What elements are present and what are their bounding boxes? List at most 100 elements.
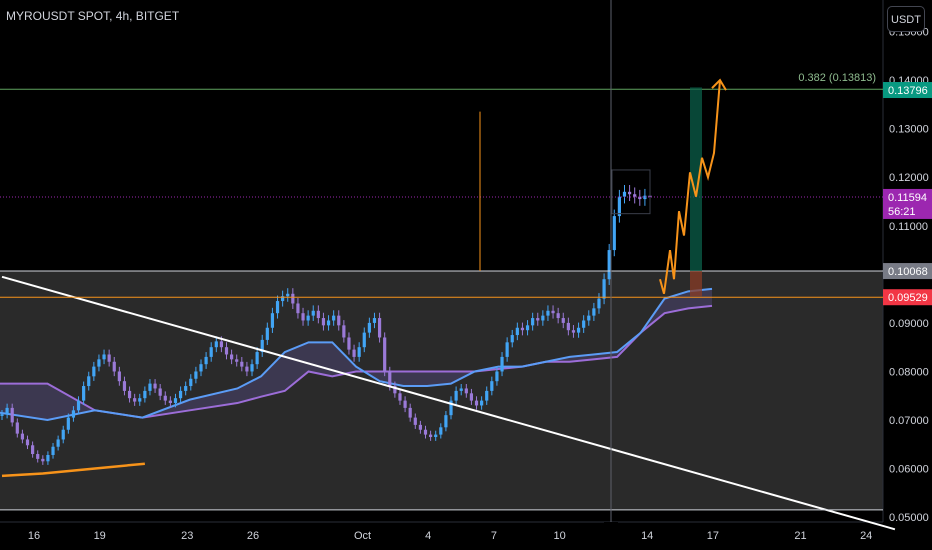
candle-body <box>612 216 616 251</box>
candle-body <box>235 359 239 362</box>
candle-body <box>189 378 193 387</box>
candle-body <box>556 313 560 319</box>
x-tick-label: 7 <box>491 530 497 542</box>
candle-body <box>15 422 19 434</box>
candle-body <box>449 400 453 416</box>
candle-body <box>5 407 9 415</box>
candle-body <box>633 194 637 197</box>
candle-body <box>230 354 234 360</box>
candle-body <box>643 195 647 200</box>
candle-body <box>255 352 259 365</box>
candle-body <box>515 327 519 336</box>
candle-body <box>265 327 269 340</box>
candle-body <box>520 327 525 331</box>
consolidation-box <box>611 169 651 215</box>
last-price-tag <box>883 188 932 219</box>
candle-body <box>214 341 218 348</box>
candle-body <box>36 454 40 459</box>
support-tag <box>883 289 932 306</box>
x-tick-label: 19 <box>94 530 106 542</box>
last-price-tag-text: 0.11594 <box>888 192 927 204</box>
candle-body <box>459 388 463 391</box>
candle-body <box>82 386 86 401</box>
candle-body <box>178 390 183 399</box>
candle-body <box>148 383 152 391</box>
candle-body <box>423 429 428 435</box>
candle-body <box>306 315 310 321</box>
candle-body <box>398 393 402 401</box>
candle-body <box>576 327 581 333</box>
candle-body <box>418 424 422 430</box>
candle-body <box>541 315 545 321</box>
candle-body <box>362 332 366 348</box>
candle-body <box>531 318 535 326</box>
candle-body <box>219 341 224 348</box>
candle-body <box>337 315 341 326</box>
y-tick-label: 0.08000 <box>889 366 929 378</box>
candle-body <box>403 400 407 408</box>
candle-body <box>51 446 55 455</box>
target-zone <box>690 87 702 272</box>
candle-body <box>454 390 458 401</box>
candle-body <box>587 315 591 321</box>
candle-body <box>117 371 121 382</box>
candle-body <box>525 325 530 331</box>
candle-body <box>602 279 606 299</box>
fib-level-label: 0.382 (0.13813) <box>798 72 876 84</box>
x-tick-label: 24 <box>860 530 872 542</box>
x-tick-label: 16 <box>28 530 40 542</box>
fib-0382-tag-text: 0.13796 <box>888 85 928 97</box>
ichimoku-span-a <box>0 287 713 422</box>
candle-body <box>388 371 392 387</box>
candle-body <box>20 433 25 440</box>
candle-body <box>61 429 65 440</box>
candle-body <box>561 318 565 323</box>
candle-body <box>270 313 275 328</box>
symbol-title: MYROUSDT SPOT, 4h, BITGET <box>6 9 180 23</box>
candle-body <box>490 381 494 391</box>
candle-body <box>204 356 208 365</box>
candle-body <box>480 400 484 406</box>
x-tick-label: 10 <box>553 530 565 542</box>
candle-body <box>31 445 35 455</box>
candle-body <box>245 366 249 372</box>
currency-button[interactable]: USDT <box>887 6 925 32</box>
candle-body <box>71 410 76 418</box>
candle-body <box>138 398 142 402</box>
candle-body <box>332 315 336 321</box>
candle-body <box>321 318 326 326</box>
y-tick-label: 0.09000 <box>889 318 929 330</box>
candle-body <box>413 417 417 425</box>
candle-body <box>260 339 264 353</box>
x-tick-label: 14 <box>641 530 653 542</box>
time-axis <box>0 522 932 550</box>
candle-body <box>571 330 576 333</box>
candle-body <box>209 347 213 357</box>
candle-body <box>46 454 50 462</box>
ichimoku-cloud <box>0 288 712 421</box>
time-marker <box>604 522 618 550</box>
y-tick-label: 0.05000 <box>889 512 929 524</box>
candle-body <box>485 390 489 401</box>
candle-body <box>275 301 280 314</box>
candle-body <box>291 293 295 304</box>
candle-body <box>439 427 443 435</box>
candle-body <box>383 337 387 372</box>
candle-body <box>638 196 642 200</box>
candle-body <box>582 320 586 328</box>
y-tick-label: 0.11000 <box>889 221 928 233</box>
candle-body <box>464 388 468 394</box>
candle-body <box>536 318 540 321</box>
candle-body <box>607 250 611 280</box>
candle-body <box>250 364 254 372</box>
candle-body <box>393 386 397 394</box>
candle-body <box>143 390 147 399</box>
x-tick-label: 26 <box>247 530 259 542</box>
support-tag-text: 0.09529 <box>888 292 928 304</box>
candle-body <box>107 354 111 362</box>
candle-body <box>500 356 504 372</box>
candle-body <box>281 296 285 302</box>
candle-body <box>622 191 627 197</box>
